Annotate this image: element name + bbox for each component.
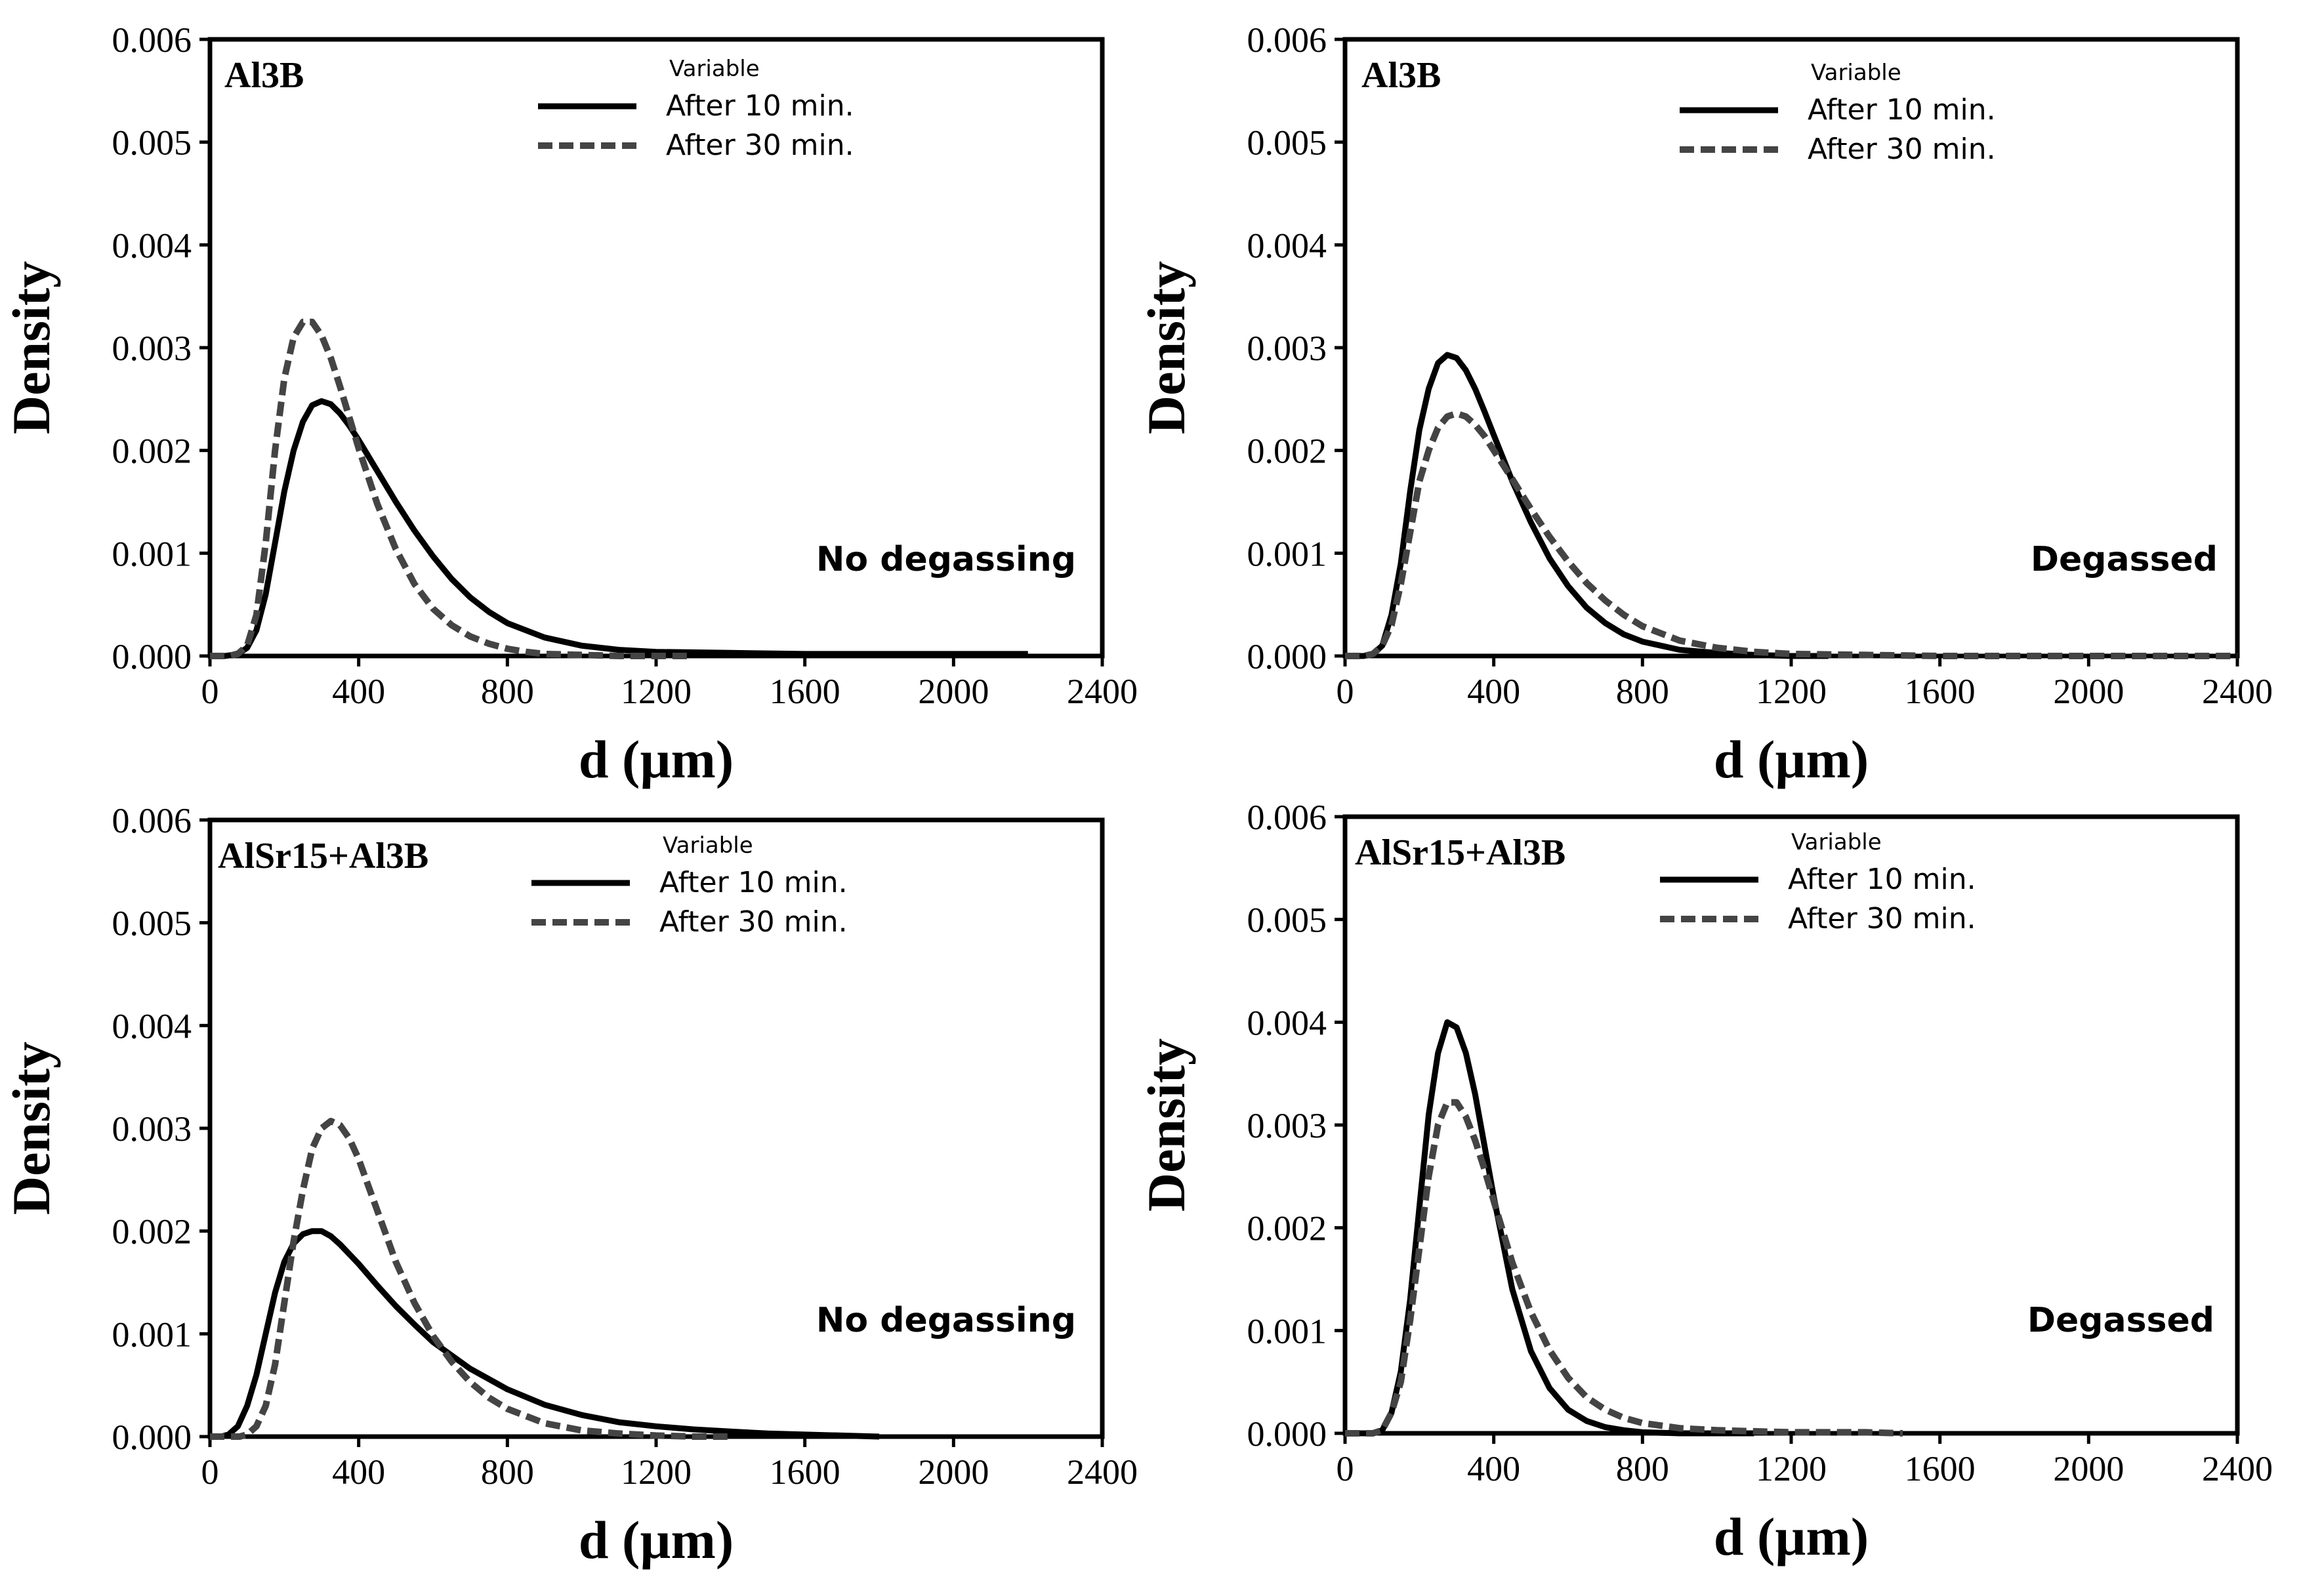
- y-tick-label: 0.002: [1247, 432, 1327, 471]
- x-tick-label: 2400: [2202, 1449, 2273, 1488]
- legend-label-after-30-min: After 30 min.: [1808, 133, 1996, 166]
- y-tick-label: 0.002: [112, 1212, 192, 1252]
- x-tick-label: 1600: [1905, 1449, 1976, 1488]
- y-tick-label: 0.001: [112, 534, 192, 573]
- y-tick-label: 0.003: [112, 329, 192, 368]
- chart-panel-alsr15-al3b-no-degassing: AlSr15+Al3B Variable After 10 min. After…: [1, 801, 1138, 1570]
- y-tick-label: 0.004: [112, 226, 192, 265]
- x-tick-label: 0: [1337, 1449, 1354, 1488]
- chart-panel-al3b-no-degassing: Al3B Variable After 10 min. After 30 min…: [1, 20, 1138, 789]
- y-tick-label: 0.002: [1247, 1209, 1327, 1248]
- y-tick-label: 0.005: [1247, 123, 1327, 163]
- x-tick-label: 1600: [770, 1452, 840, 1492]
- y-tick-label: 0.001: [1247, 534, 1327, 573]
- x-tick-label: 2400: [2202, 672, 2273, 711]
- condition-annotation: No degassing: [816, 1301, 1076, 1340]
- x-axis-label: d (µm): [1714, 729, 1869, 789]
- x-axis-label: d (µm): [579, 1510, 734, 1570]
- x-tick-label: 400: [332, 672, 385, 711]
- series-line-after-10-min: [1345, 1019, 1754, 1437]
- chart-panel-al3b-degassed: Al3B Variable After 10 min. After 30 min…: [1136, 20, 2273, 789]
- x-tick-label: 400: [1467, 1449, 1520, 1488]
- x-axis-label: d (µm): [1714, 1507, 1869, 1566]
- y-tick-label: 0.003: [1247, 329, 1327, 368]
- legend-label-after-10-min: After 10 min.: [1808, 93, 1996, 127]
- x-tick-label: 800: [481, 672, 534, 711]
- series-line-after-10-min: [1345, 352, 1829, 659]
- legend-title: Variable: [663, 832, 753, 859]
- x-tick-label: 800: [481, 1452, 534, 1492]
- panel-title: AlSr15+Al3B: [1355, 832, 1565, 873]
- chart-panel-alsr15-al3b-degassed: AlSr15+Al3B Variable After 10 min. After…: [1136, 798, 2273, 1566]
- legend-title: Variable: [1791, 829, 1882, 855]
- x-tick-label: 2000: [2053, 672, 2124, 711]
- panel-title: Al3B: [1361, 55, 1441, 96]
- x-tick-label: 2400: [1067, 1452, 1138, 1492]
- y-tick-label: 0.006: [1247, 20, 1327, 60]
- x-tick-label: 800: [1616, 1449, 1669, 1488]
- series-line-after-30-min: [210, 318, 694, 659]
- y-tick-label: 0.004: [1247, 226, 1327, 265]
- y-tick-label: 0.006: [112, 801, 192, 840]
- condition-annotation: Degassed: [2031, 540, 2218, 579]
- y-axis-label: Density: [1136, 1038, 1196, 1212]
- y-tick-label: 0.003: [112, 1109, 192, 1149]
- series-line-after-30-min: [1345, 1099, 1903, 1437]
- legend-title: Variable: [1811, 60, 1901, 86]
- x-tick-label: 0: [1337, 672, 1354, 711]
- legend-label-after-10-min: After 10 min.: [666, 89, 854, 123]
- x-tick-label: 0: [201, 1452, 219, 1492]
- x-axis-label: d (µm): [579, 729, 734, 789]
- series-line-after-10-min: [210, 1228, 880, 1440]
- condition-annotation: No degassing: [816, 540, 1076, 579]
- x-tick-label: 1200: [1756, 672, 1827, 711]
- x-tick-label: 1600: [1905, 672, 1976, 711]
- x-tick-label: 400: [332, 1452, 385, 1492]
- x-tick-label: 1200: [621, 1452, 692, 1492]
- y-tick-label: 0.006: [1247, 798, 1327, 837]
- x-tick-label: 2000: [918, 672, 989, 711]
- x-tick-label: 800: [1616, 672, 1669, 711]
- x-tick-label: 2000: [918, 1452, 989, 1492]
- x-tick-label: 2000: [2053, 1449, 2124, 1488]
- y-tick-label: 0.005: [112, 904, 192, 943]
- y-axis-label: Density: [1, 1042, 61, 1215]
- y-tick-label: 0.006: [112, 20, 192, 60]
- y-tick-label: 0.003: [1247, 1106, 1327, 1145]
- y-tick-label: 0.004: [112, 1006, 192, 1046]
- y-axis-label: Density: [1136, 261, 1196, 434]
- x-tick-label: 0: [201, 672, 219, 711]
- y-tick-label: 0.004: [1247, 1003, 1327, 1042]
- panel-title: Al3B: [224, 55, 304, 96]
- legend-label-after-30-min: After 30 min.: [1788, 902, 1976, 935]
- y-tick-label: 0.001: [1247, 1311, 1327, 1351]
- y-tick-label: 0.000: [112, 637, 192, 676]
- series-line-after-30-min: [1345, 410, 2237, 659]
- y-tick-label: 0.000: [112, 1418, 192, 1457]
- series-line-after-30-min: [210, 1118, 731, 1440]
- x-tick-label: 400: [1467, 672, 1520, 711]
- series-line-after-10-min: [210, 398, 1028, 659]
- x-tick-label: 1600: [770, 672, 840, 711]
- y-tick-label: 0.000: [1247, 637, 1327, 676]
- x-tick-label: 2400: [1067, 672, 1138, 711]
- y-tick-label: 0.001: [112, 1315, 192, 1354]
- y-tick-label: 0.000: [1247, 1414, 1327, 1454]
- x-tick-label: 1200: [1756, 1449, 1827, 1488]
- legend-title: Variable: [669, 56, 760, 82]
- y-axis-label: Density: [1, 261, 61, 434]
- y-tick-label: 0.005: [1247, 901, 1327, 940]
- legend-label-after-10-min: After 10 min.: [1788, 863, 1976, 896]
- y-tick-label: 0.005: [112, 123, 192, 163]
- panel-title: AlSr15+Al3B: [218, 836, 428, 876]
- x-tick-label: 1200: [621, 672, 692, 711]
- legend-label-after-30-min: After 30 min.: [666, 129, 854, 162]
- y-tick-label: 0.002: [112, 432, 192, 471]
- legend-label-after-10-min: After 10 min.: [659, 866, 848, 899]
- legend-label-after-30-min: After 30 min.: [659, 905, 848, 939]
- condition-annotation: Degassed: [2027, 1301, 2214, 1340]
